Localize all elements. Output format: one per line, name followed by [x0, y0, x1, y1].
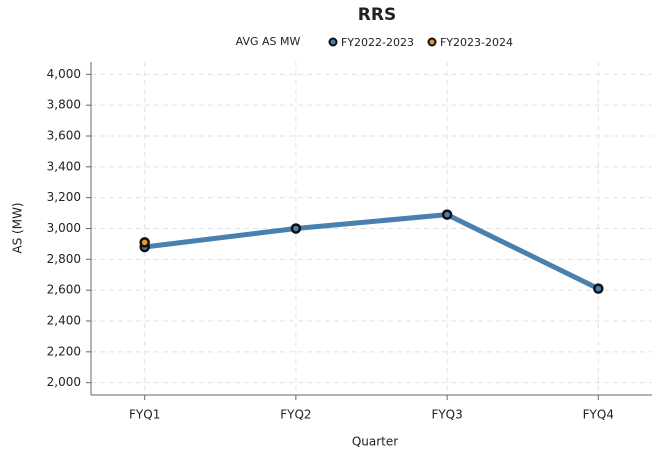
chart-title: RRS — [358, 5, 396, 25]
y-tick-label: 3,400 — [47, 159, 81, 173]
y-tick-label: 2,800 — [47, 252, 81, 266]
point — [139, 237, 150, 248]
y-tick-label: 4,000 — [47, 67, 81, 81]
y-tick-label: 2,200 — [47, 344, 81, 358]
y-tick-label: 2,000 — [47, 375, 81, 389]
point — [593, 283, 604, 294]
x-tick-label: FYQ2 — [280, 408, 311, 422]
point — [290, 223, 302, 234]
x-tick-label: FYQ3 — [431, 408, 462, 422]
y-tick-label: 2,400 — [47, 314, 81, 328]
legend-marker — [328, 37, 338, 47]
y-tick-label: 2,600 — [47, 283, 81, 297]
y-tick-label: 3,600 — [47, 129, 81, 143]
y-tick-label: 3,800 — [47, 98, 81, 112]
legend-label: FY2023-2024 — [440, 36, 513, 49]
legend-title: AVG AS MW — [236, 35, 301, 48]
x-tick-label: FYQ1 — [129, 408, 160, 422]
legend-label: FY2022-2023 — [341, 36, 414, 49]
x-tick-label: FYQ4 — [583, 408, 614, 422]
x-axis-label: Quarter — [352, 435, 398, 449]
series-line — [144, 212, 600, 291]
legend-marker — [427, 37, 437, 47]
y-tick-label: 3,000 — [47, 221, 81, 235]
point — [441, 209, 453, 220]
y-axis-label: AS (MW) — [11, 202, 25, 253]
y-tick-label: 3,200 — [47, 190, 81, 204]
